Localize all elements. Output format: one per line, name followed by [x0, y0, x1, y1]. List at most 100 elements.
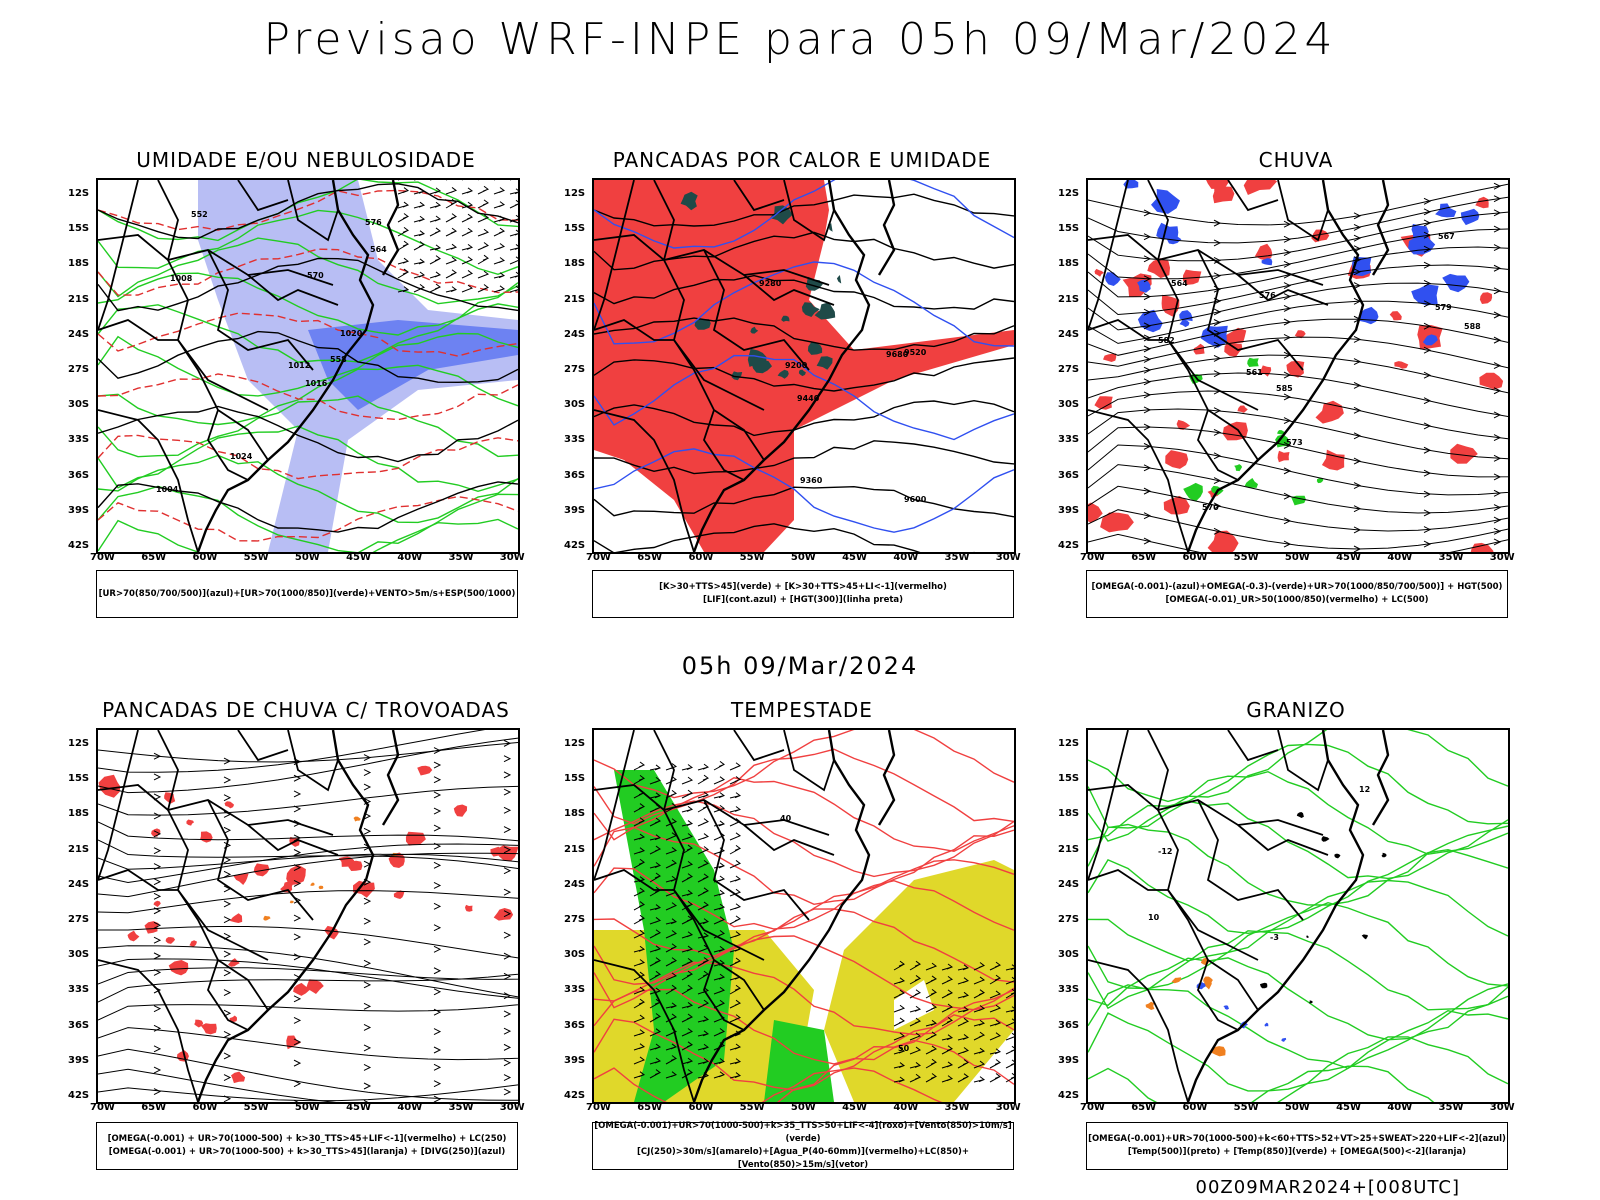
contour-label: 576	[1259, 291, 1276, 300]
lon-tick-label: 30W	[499, 1102, 525, 1113]
lat-tick-label: 42S	[564, 540, 586, 551]
lat-tick-label: 24S	[1058, 878, 1080, 890]
contour-label: 50	[898, 1044, 910, 1053]
lat-tick-label: 39S	[564, 1054, 586, 1066]
lat-tick-label: 33S	[564, 984, 586, 996]
lat-tick-label: 24S	[1058, 328, 1080, 340]
lat-tick-label: 30S	[564, 399, 586, 411]
lon-tick-label: 45W	[842, 552, 868, 563]
contour-label: 567	[1438, 232, 1455, 241]
lon-tick-label: 65W	[141, 1102, 167, 1113]
lat-tick-label: 27S	[68, 364, 90, 375]
legend-box: [OMEGA(-0.001)+UR>70(1000-500)+k<60+TTS>…	[1086, 1122, 1508, 1170]
lon-tick-label: 70W	[1080, 1102, 1105, 1113]
contour-label: 1004	[156, 485, 179, 494]
lon-tick-label: 30W	[1489, 552, 1515, 563]
lat-tick-label: 42S	[68, 540, 90, 551]
lon-tick-label: 30W	[995, 552, 1021, 563]
map-panel-1: UMIDADE E/OU NEBULOSIDADE 1016 1008 1012 100…	[66, 148, 526, 570]
lat-tick-label: 30S	[1058, 399, 1080, 411]
contour-label: -12	[1158, 847, 1172, 856]
contour-label: 1012	[288, 361, 310, 370]
contour-label: 1016	[305, 379, 328, 388]
valid-time-label: 05h 09/Mar/2024	[681, 652, 919, 680]
map-plot: 9680 9600 9520 9440 9360 9280 9200	[592, 178, 1016, 554]
run-stamp: 00Z09MAR2024+[008UTC]	[1195, 1177, 1460, 1198]
legend-line: [OMEGA(-0.01)_UR>50(1000/850)(vermelho) …	[1165, 595, 1429, 605]
lat-tick-label: 39S	[68, 1054, 90, 1066]
legend-line: [Temp(500)](preto) + [Temp(850)](verde) …	[1127, 1147, 1467, 1157]
lat-tick-label: 12S	[68, 738, 90, 749]
lat-tick-label: 12S	[1058, 738, 1080, 749]
lat-tick-label: 21S	[1058, 293, 1080, 305]
lat-tick-label: 42S	[564, 1090, 586, 1101]
lat-tick-label: 36S	[1058, 469, 1080, 481]
legend-box: [OMEGA(-0.001)+UR>70(1000-500)+k>35_TTS>…	[592, 1121, 1014, 1170]
contour-label: 9200	[785, 361, 808, 370]
page-title: Previsao WRF-INPE para 05h 09/Mar/2024	[263, 14, 1337, 65]
lat-tick-label: 27S	[68, 914, 90, 925]
legend-box: [K>30+TTS>45](verde) + [K>30+TTS>45+LI<-…	[592, 570, 1014, 618]
map-plot: 1016 1008 1012 1004 1020 1024 576 570 564 558 552	[96, 178, 520, 554]
lon-tick-label: 50W	[1284, 1102, 1310, 1113]
lat-tick-label: 33S	[68, 434, 90, 446]
lat-tick-label: 15S	[68, 223, 90, 235]
lon-tick-label: 50W	[294, 552, 320, 563]
contour-label: 9600	[904, 495, 927, 504]
lon-tick-label: 70W	[586, 1102, 611, 1113]
lat-tick-label: 33S	[1058, 434, 1080, 446]
legend-line: [UR>70(850/700/500)](azul)+[UR>70(1000/8…	[98, 588, 516, 599]
lat-tick-label: 30S	[1058, 949, 1080, 961]
lon-tick-label: 65W	[637, 1102, 663, 1113]
lon-tick-label: 65W	[1131, 1102, 1157, 1113]
lon-tick-label: 45W	[842, 1102, 868, 1113]
legend-line: [OMEGA(-0.001) + UR>70(1000-500) + k>30_…	[108, 1147, 506, 1157]
lon-tick-label: 35W	[944, 552, 970, 563]
contour-label: 582	[1158, 336, 1175, 345]
contour-label: -3	[1270, 933, 1279, 942]
lat-tick-label: 24S	[68, 878, 90, 890]
lat-tick-label: 36S	[564, 1019, 586, 1031]
lat-tick-label: 21S	[564, 293, 586, 305]
lat-tick-label: 27S	[1058, 914, 1080, 925]
lat-tick-label: 15S	[1058, 223, 1080, 235]
lat-tick-label: 18S	[1058, 808, 1080, 820]
lon-tick-label: 70W	[90, 552, 115, 563]
lat-tick-label: 42S	[1058, 1090, 1080, 1101]
lon-tick-label: 30W	[499, 552, 525, 563]
lat-tick-label: 27S	[1058, 364, 1080, 375]
lat-tick-label: 36S	[68, 1019, 90, 1031]
lat-tick-label: 15S	[68, 773, 90, 785]
lat-tick-label: 12S	[68, 188, 90, 199]
lon-tick-label: 30W	[1489, 1102, 1515, 1113]
map-graphic	[98, 730, 518, 1102]
lon-tick-label: 50W	[294, 1102, 320, 1113]
lat-tick-label: 39S	[564, 504, 586, 516]
lon-tick-label: 65W	[1131, 552, 1157, 563]
lon-tick-label: 70W	[586, 552, 611, 563]
contour-label: 10	[1148, 913, 1160, 922]
map-panel-3: CHUVA 588 585 582 579 576 573 570 567 564 561 12S 15…	[1056, 148, 1516, 570]
panel-title: PANCADAS DE CHUVA C/ TROVOADAS	[102, 698, 510, 722]
lat-tick-label: 15S	[564, 773, 586, 785]
legend-line: [OMEGA(-0.001) + UR>70(1000-500) + k>30_…	[107, 1134, 507, 1144]
panel-title: UMIDADE E/OU NEBULOSIDADE	[136, 148, 476, 172]
contour-label: 558	[330, 355, 347, 364]
lat-tick-label: 21S	[564, 843, 586, 855]
lon-tick-label: 50W	[790, 552, 816, 563]
lon-tick-label: 40W	[1387, 552, 1413, 563]
lon-tick-label: 35W	[448, 552, 474, 563]
lon-tick-label: 55W	[243, 552, 269, 563]
lon-tick-label: 55W	[1233, 1102, 1259, 1113]
map-plot: 40 50	[592, 728, 1016, 1104]
contour-label: 579	[1435, 303, 1452, 312]
contour-label: 570	[307, 271, 324, 280]
contour-label: 1020	[340, 329, 363, 338]
lon-tick-label: 50W	[790, 1102, 816, 1113]
contour-label: 9440	[797, 394, 820, 403]
lat-tick-label: 18S	[564, 808, 586, 820]
lon-tick-label: 40W	[893, 552, 919, 563]
lat-tick-label: 21S	[68, 843, 90, 855]
lon-tick-label: 35W	[944, 1102, 970, 1113]
lat-tick-label: 24S	[68, 328, 90, 340]
